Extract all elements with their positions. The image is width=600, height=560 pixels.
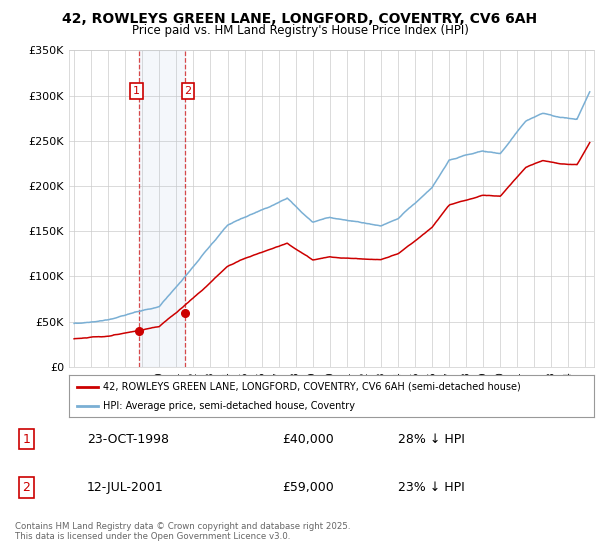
Text: 23-OCT-1998: 23-OCT-1998 [87, 432, 169, 446]
Text: £40,000: £40,000 [283, 432, 334, 446]
Text: 42, ROWLEYS GREEN LANE, LONGFORD, COVENTRY, CV6 6AH: 42, ROWLEYS GREEN LANE, LONGFORD, COVENT… [62, 12, 538, 26]
Text: 12-JUL-2001: 12-JUL-2001 [87, 481, 164, 494]
Text: £59,000: £59,000 [283, 481, 334, 494]
Text: 2: 2 [22, 481, 31, 494]
Text: 1: 1 [133, 86, 140, 96]
Text: 42, ROWLEYS GREEN LANE, LONGFORD, COVENTRY, CV6 6AH (semi-detached house): 42, ROWLEYS GREEN LANE, LONGFORD, COVENT… [103, 381, 521, 391]
Text: HPI: Average price, semi-detached house, Coventry: HPI: Average price, semi-detached house,… [103, 401, 355, 411]
Text: Price paid vs. HM Land Registry's House Price Index (HPI): Price paid vs. HM Land Registry's House … [131, 24, 469, 36]
Text: Contains HM Land Registry data © Crown copyright and database right 2025.
This d: Contains HM Land Registry data © Crown c… [15, 522, 350, 542]
Bar [139, 50, 185, 367]
Text: 23% ↓ HPI: 23% ↓ HPI [398, 481, 464, 494]
Text: 1: 1 [22, 432, 31, 446]
Text: 2: 2 [184, 86, 191, 96]
Text: 28% ↓ HPI: 28% ↓ HPI [398, 432, 465, 446]
